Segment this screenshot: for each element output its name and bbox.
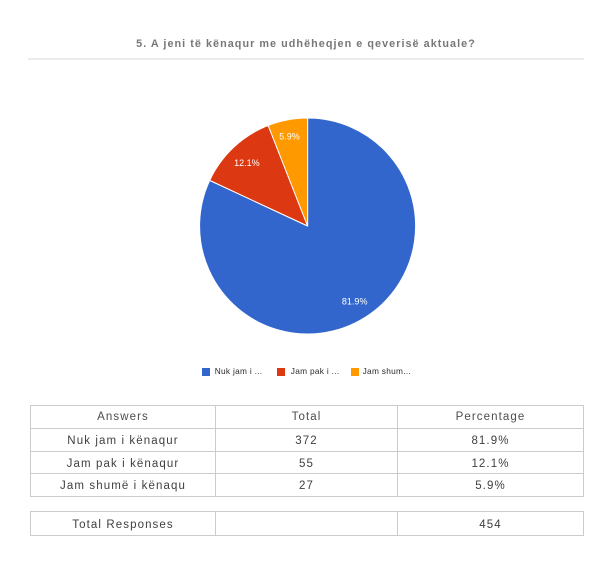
svg-text:5.9%: 5.9% xyxy=(279,132,300,142)
svg-text:81.9%: 81.9% xyxy=(342,297,368,307)
svg-text:12.1%: 12.1% xyxy=(234,158,260,168)
